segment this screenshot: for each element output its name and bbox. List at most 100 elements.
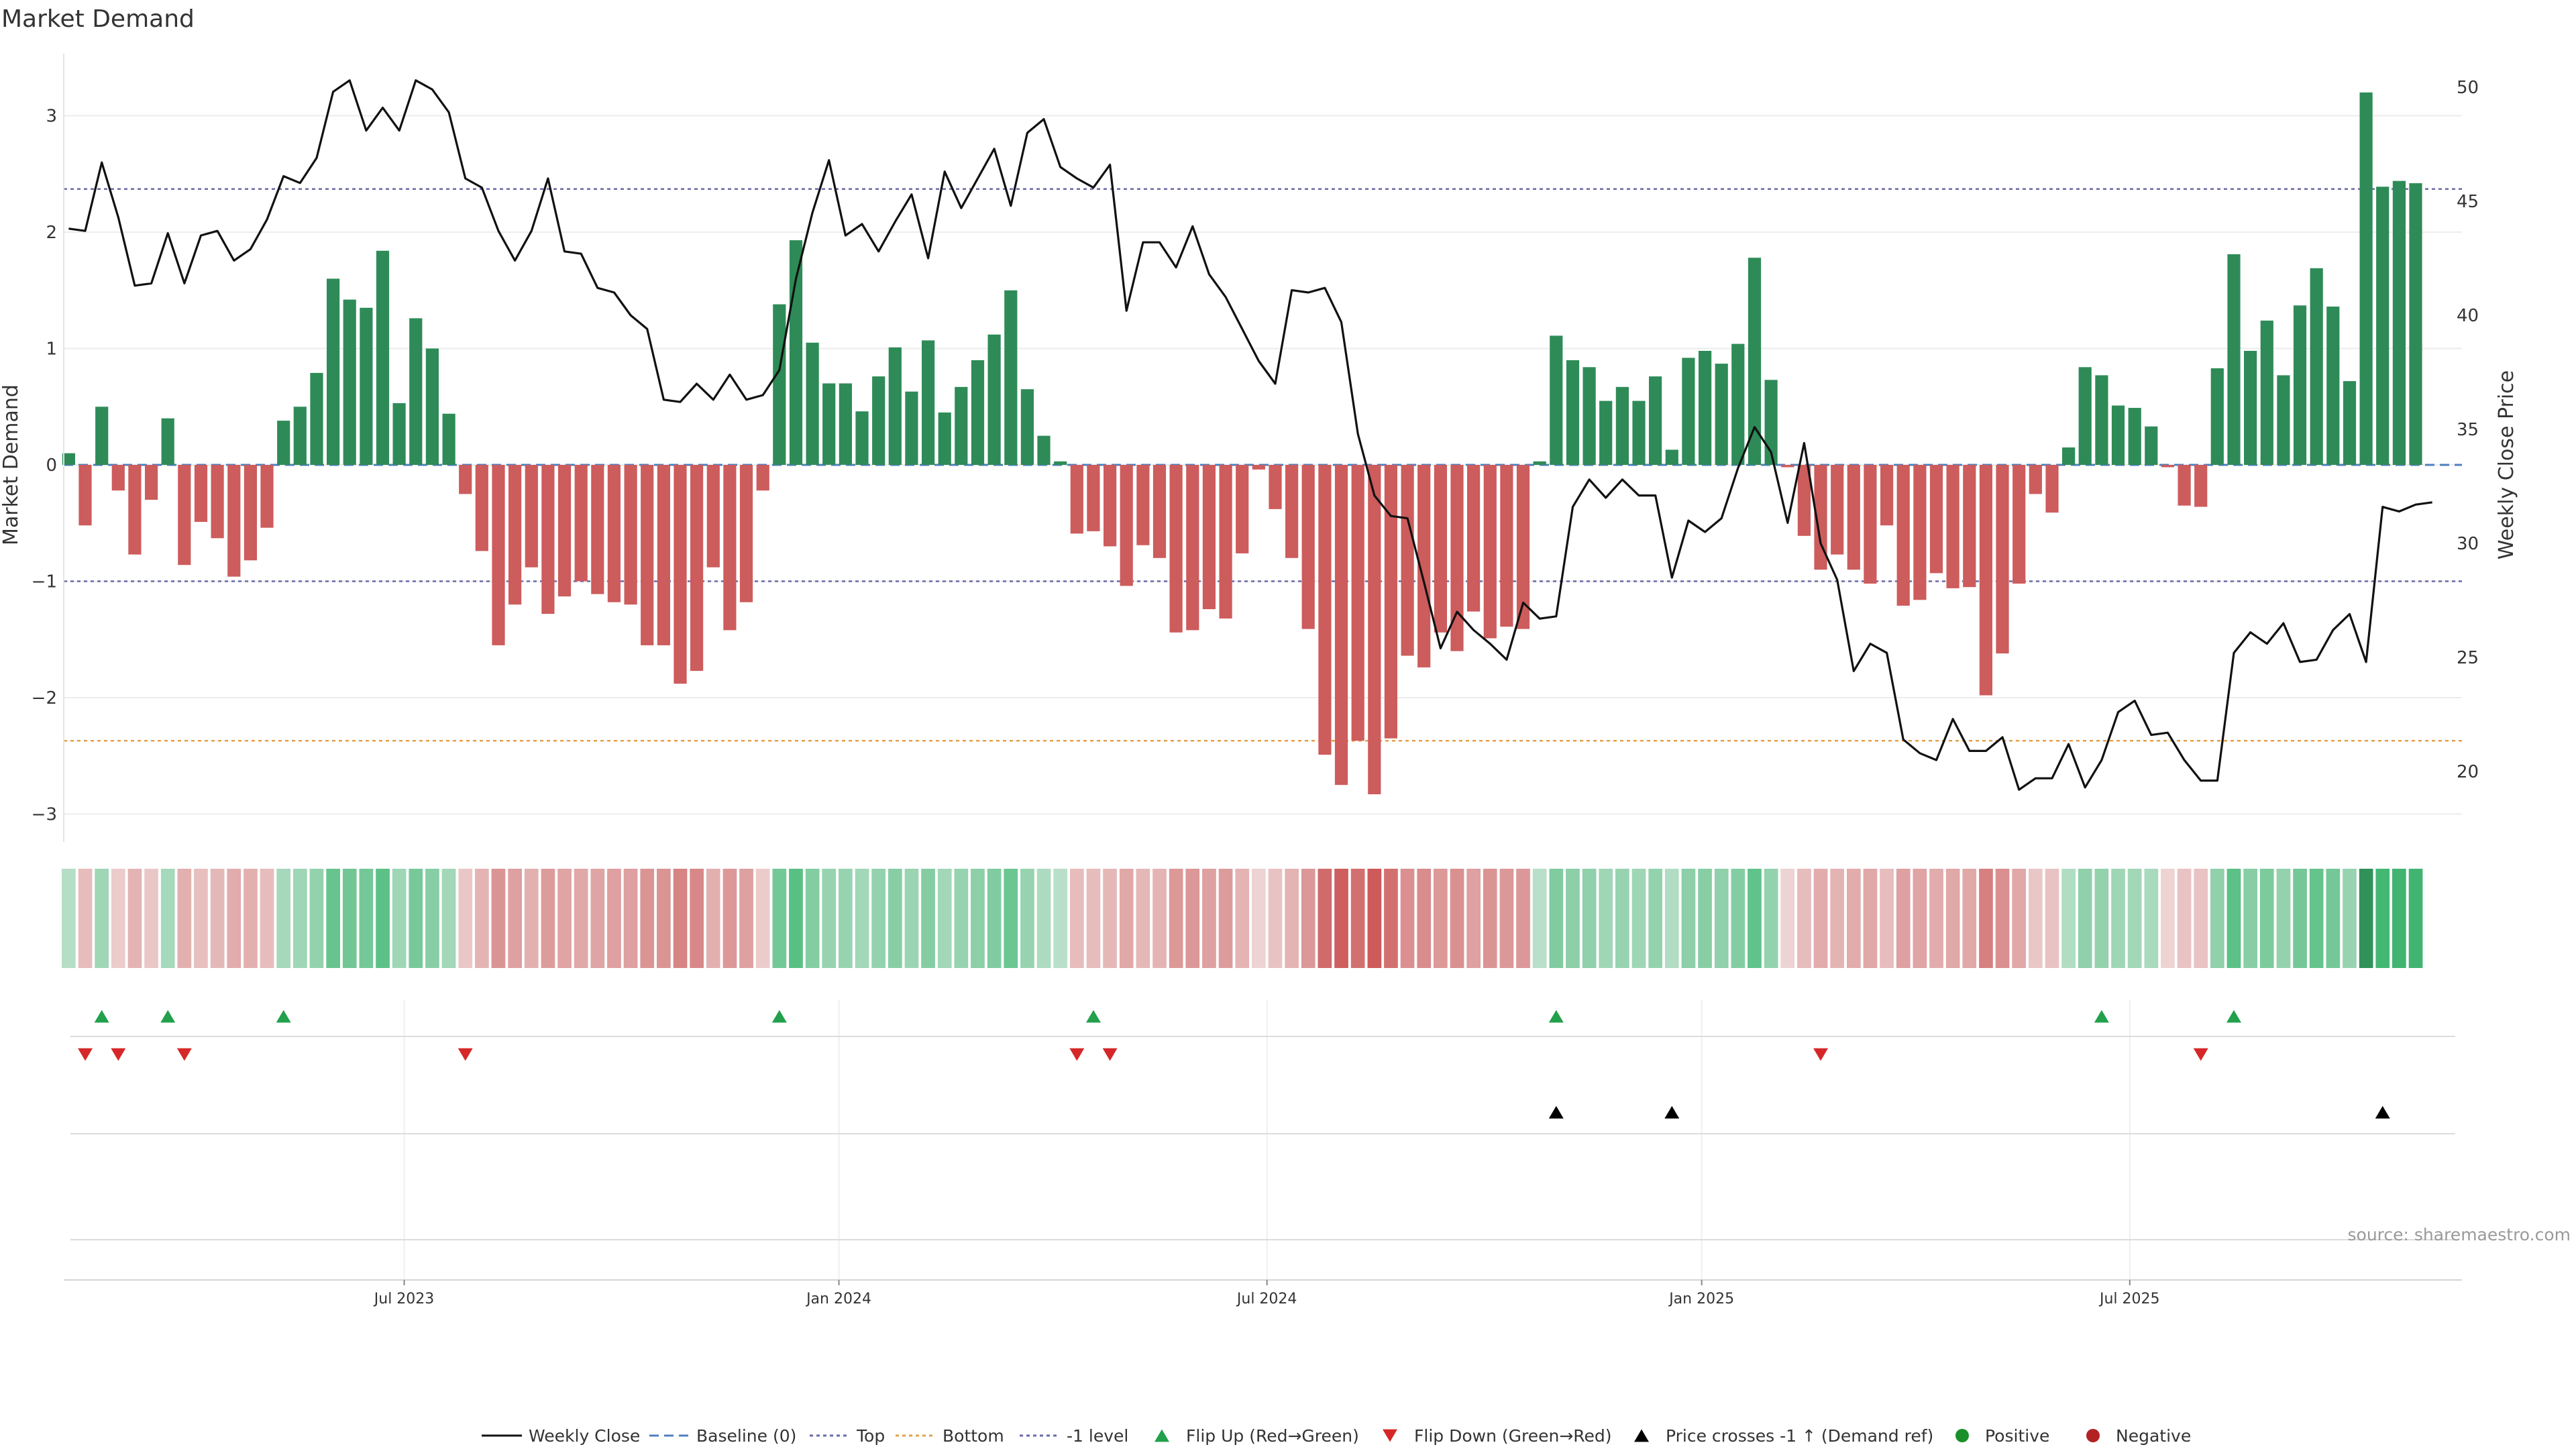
demand-bar: [2277, 375, 2290, 465]
heat-tile: [2326, 869, 2341, 968]
heat-tile: [1698, 869, 1712, 968]
demand-bar: [2128, 408, 2141, 465]
demand-bar: [1252, 465, 1265, 470]
heat-tile: [1582, 869, 1597, 968]
demand-bar: [2310, 268, 2323, 465]
demand-bar: [1814, 465, 1827, 570]
y2-tick-label: 25: [2457, 648, 2479, 668]
heat-tile: [1681, 869, 1696, 968]
heat-tile: [359, 869, 374, 968]
demand-bar: [905, 391, 918, 465]
legend-swatch-negative: [2086, 1429, 2100, 1442]
heat-tile: [1549, 869, 1564, 968]
heat-tile: [1020, 869, 1034, 968]
flip-up-marker: [2094, 1010, 2109, 1023]
demand-bar: [145, 465, 158, 500]
demand-bar: [1731, 343, 1745, 465]
y-axis-label: Market Demand: [0, 384, 23, 545]
demand-bar: [1152, 465, 1167, 558]
heat-tile: [260, 869, 274, 968]
demand-bar: [1797, 465, 1811, 536]
heat-tile: [1235, 869, 1250, 968]
heat-tile: [475, 869, 489, 968]
demand-bar: [1186, 465, 1199, 631]
heat-tile: [177, 869, 192, 968]
heat-tile: [2343, 869, 2357, 968]
demand-bar: [1384, 465, 1397, 739]
demand-bar: [2194, 465, 2208, 507]
heat-tile: [1532, 869, 1547, 968]
heat-tile: [2392, 869, 2406, 968]
legend-label-weekly_close: Weekly Close: [529, 1426, 640, 1446]
demand-bar: [293, 407, 307, 466]
heat-tile: [1664, 869, 1679, 968]
heat-strip: [62, 869, 2423, 968]
heat-tile: [1714, 869, 1729, 968]
demand-bar: [1599, 400, 1613, 465]
heat-tile: [2359, 869, 2373, 968]
heat-tile: [409, 869, 423, 968]
demand-bar: [1946, 465, 1960, 588]
heat-tile: [1301, 869, 1316, 968]
demand-bar: [624, 465, 637, 605]
y-tick-label: 1: [46, 339, 57, 360]
demand-bar: [723, 465, 737, 631]
heat-tile: [160, 869, 175, 968]
demand-bar: [2210, 368, 2224, 465]
demand-bar: [888, 347, 902, 465]
heat-tile: [2194, 869, 2208, 968]
demand-bar: [1929, 465, 1943, 574]
demand-bar: [525, 465, 538, 568]
demand-bar: [739, 465, 753, 602]
y-tick-label: −3: [32, 805, 57, 825]
demand-bar: [1285, 465, 1299, 558]
heat-tile: [1797, 869, 1811, 968]
demand-bar: [557, 465, 572, 597]
price-cross-marker: [1548, 1106, 1564, 1119]
demand-bar: [1104, 465, 1117, 547]
heat-tile: [574, 869, 588, 968]
demand-bar: [442, 413, 455, 465]
flip-down-marker: [176, 1048, 192, 1061]
heat-tile: [210, 869, 225, 968]
flip-up-marker: [160, 1010, 176, 1023]
demand-bar: [260, 465, 274, 528]
demand-bar: [1467, 465, 1481, 612]
y2-tick-label: 50: [2457, 78, 2479, 98]
heat-tile: [1036, 869, 1051, 968]
demand-bar: [327, 278, 340, 465]
legend-label-negative: Negative: [2116, 1426, 2191, 1446]
demand-bar: [2062, 447, 2076, 465]
heat-tile: [839, 869, 853, 968]
heat-tile: [1847, 869, 1861, 968]
demand-bars: [62, 92, 2422, 794]
demand-bar: [2260, 320, 2273, 465]
demand-bar: [806, 342, 819, 465]
demand-bar: [1880, 465, 1894, 526]
demand-bar: [1847, 465, 1860, 570]
price-line: [68, 79, 2432, 791]
heat-tile: [1169, 869, 1183, 968]
demand-bar: [1202, 465, 1216, 610]
heat-tile: [2012, 869, 2026, 968]
heat-tile: [1945, 869, 1960, 968]
heat-tile: [1566, 869, 1580, 968]
demand-bar: [822, 383, 836, 465]
heat-tile: [1466, 869, 1481, 968]
demand-bar: [1550, 335, 1563, 465]
demand-bar: [2244, 351, 2257, 465]
flip-down-marker: [2193, 1048, 2208, 1061]
heat-tile: [739, 869, 753, 968]
legend-label-minus_one: -1 level: [1067, 1426, 1128, 1446]
demand-bar: [938, 412, 951, 465]
heat-tile: [441, 869, 456, 968]
demand-bar: [2326, 307, 2340, 465]
heat-tile: [1384, 869, 1398, 968]
demand-bar: [2095, 375, 2108, 465]
heat-tile: [1086, 869, 1101, 968]
legend-label-baseline: Baseline (0): [696, 1426, 796, 1446]
heat-tile: [1268, 869, 1283, 968]
demand-bar: [1896, 465, 1910, 606]
heat-tile: [2177, 869, 2192, 968]
heat-tile: [871, 869, 885, 968]
